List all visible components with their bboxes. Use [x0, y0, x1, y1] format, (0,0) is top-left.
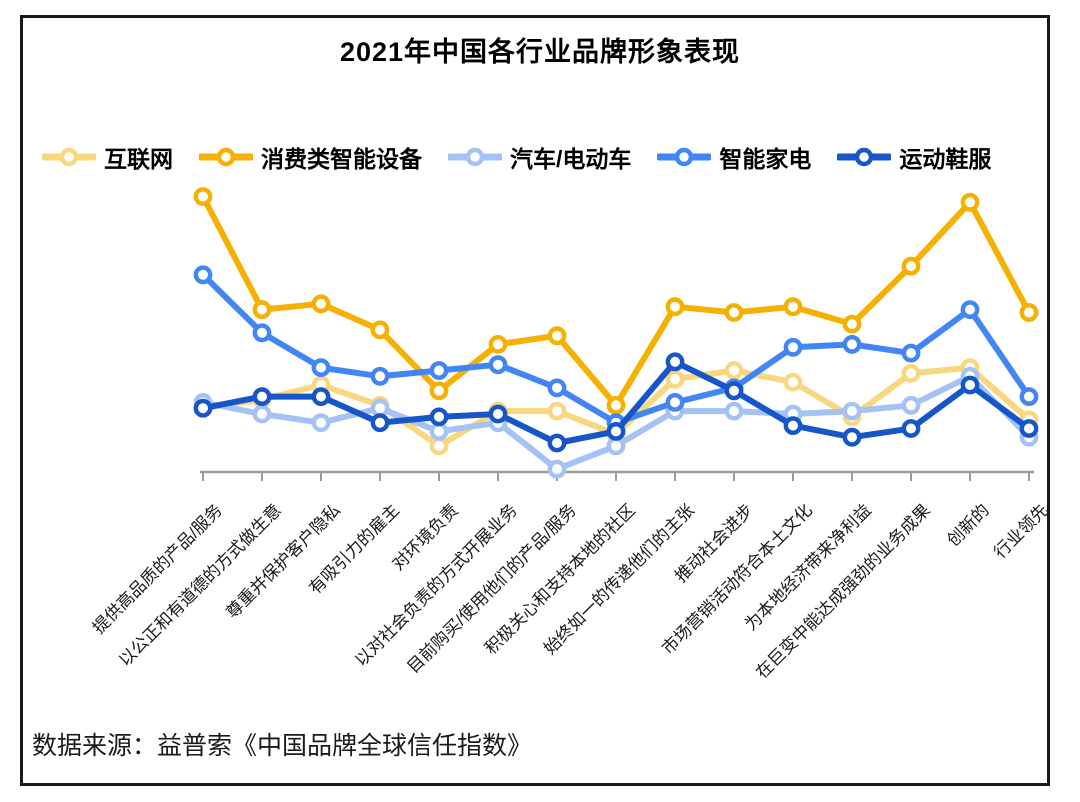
series-marker-3	[665, 392, 685, 412]
series-marker-4	[429, 407, 449, 427]
series-marker-1	[724, 303, 744, 322]
legend-swatch-icon	[837, 147, 892, 167]
series-marker-3	[842, 334, 862, 354]
series-marker-2	[842, 401, 862, 421]
legend-item-4: 运动鞋服	[837, 140, 991, 174]
series-marker-1	[547, 326, 567, 346]
legend-swatch-icon	[657, 147, 712, 167]
series-marker-1	[193, 187, 213, 206]
series-marker-2	[252, 404, 272, 424]
series-marker-4	[311, 387, 331, 406]
series-marker-0	[783, 372, 803, 392]
legend-label: 互联网	[104, 146, 173, 172]
legend-label: 运动鞋服	[899, 146, 992, 172]
chart-title: 2021年中国各行业品牌形象表现	[339, 37, 741, 67]
series-marker-3	[429, 361, 449, 380]
series-marker-1	[606, 395, 626, 415]
legend-swatch-icon	[448, 147, 502, 167]
legend-label: 智能家电	[719, 146, 812, 172]
series-marker-0	[547, 401, 567, 421]
series-marker-3	[311, 358, 331, 377]
series-marker-1	[783, 297, 803, 317]
series-marker-3	[960, 300, 980, 319]
series-marker-0	[901, 363, 921, 383]
series-marker-4	[783, 416, 803, 435]
series-marker-1	[901, 256, 921, 276]
series-marker-1	[370, 320, 390, 340]
series-marker-4	[488, 404, 508, 424]
series-marker-1	[1019, 303, 1039, 322]
series-marker-4	[252, 387, 272, 406]
series-marker-2	[547, 459, 567, 479]
series-marker-0	[429, 436, 449, 456]
series-marker-3	[193, 265, 213, 285]
legend: 互联网 消费类智能设备 汽车/电动车 智能家电 运动鞋服	[42, 140, 1052, 174]
legend-item-0: 互联网	[42, 140, 173, 174]
series-marker-3	[547, 378, 567, 398]
legend-item-1: 消费类智能设备	[199, 140, 422, 174]
series-marker-2	[606, 436, 626, 456]
series-marker-3	[252, 323, 272, 343]
series-marker-1	[488, 334, 508, 354]
series-marker-2	[901, 395, 921, 415]
series-marker-4	[606, 421, 626, 441]
series-marker-4	[193, 398, 213, 418]
legend-swatch-icon	[42, 147, 96, 167]
series-marker-4	[724, 381, 744, 401]
series-marker-3	[370, 366, 390, 386]
series-marker-1	[252, 300, 272, 319]
series-marker-4	[665, 352, 685, 372]
series-marker-2	[370, 398, 390, 418]
series-marker-1	[665, 297, 685, 317]
series-marker-4	[1019, 419, 1039, 438]
series-marker-3	[488, 355, 508, 375]
series-marker-1	[429, 381, 449, 401]
series-marker-3	[783, 337, 803, 357]
series-marker-2	[724, 401, 744, 421]
legend-label: 消费类智能设备	[261, 146, 422, 172]
series-marker-1	[842, 314, 862, 334]
legend-label: 汽车/电动车	[510, 146, 632, 172]
data-source-note: 数据来源：益普索《中国品牌全球信任指数》	[32, 732, 533, 760]
series-marker-4	[547, 433, 567, 453]
legend-item-3: 智能家电	[657, 140, 811, 174]
series-marker-0	[665, 369, 685, 389]
series-marker-3	[1019, 387, 1039, 406]
series-marker-4	[842, 427, 862, 447]
legend-swatch-icon	[199, 147, 253, 167]
series-marker-2	[311, 413, 331, 433]
legend-item-2: 汽车/电动车	[448, 140, 631, 174]
series-marker-4	[370, 413, 390, 433]
series-marker-1	[311, 294, 331, 314]
series-marker-3	[901, 343, 921, 363]
series-marker-0	[724, 361, 744, 380]
series-marker-4	[901, 419, 921, 438]
series-marker-1	[960, 192, 980, 212]
series-marker-4	[960, 375, 980, 395]
series-marker-2	[429, 421, 449, 441]
